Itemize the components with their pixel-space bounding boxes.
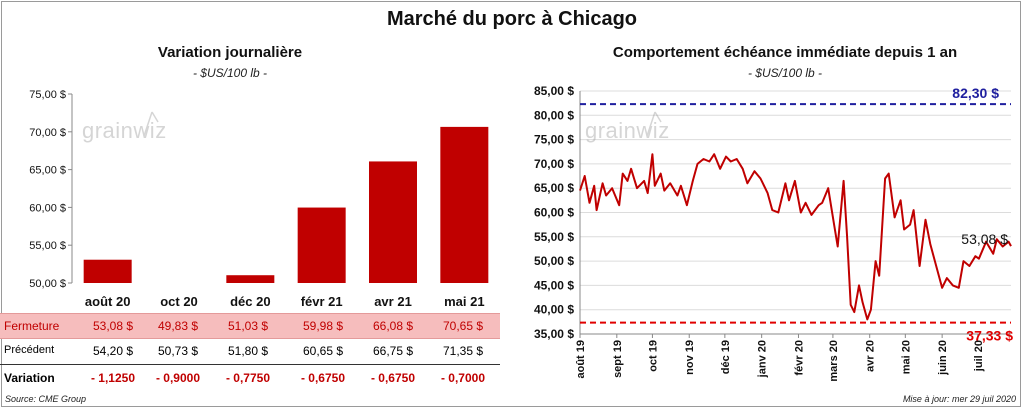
y-tick-label: 45,00 $ — [534, 278, 574, 292]
x-tick-label: oct 20 — [160, 294, 198, 309]
y-tick-label: 70,00 $ — [29, 127, 66, 139]
y-tick-label: 70,00 $ — [534, 157, 574, 171]
y-tick-label: 75,00 $ — [29, 89, 66, 101]
table-cell: - 0,9000 — [155, 371, 201, 385]
table-cell: 60,65 $ — [302, 344, 344, 358]
y-tick-label: 35,00 $ — [534, 327, 574, 341]
bar — [297, 207, 346, 283]
y-tick-label: 65,00 $ — [534, 181, 574, 195]
table-divider — [0, 364, 500, 365]
watermark-text: grainwiz — [82, 118, 167, 143]
y-tick-label: 50,00 $ — [29, 278, 66, 290]
x-tick-label: sept 19 — [612, 340, 624, 378]
x-tick-label: déc 20 — [230, 294, 270, 309]
table-cell: - 0,6750 — [300, 371, 346, 385]
watermark-text: grainwiz — [585, 118, 670, 143]
bar-chart: 50,00 $ 55,00 $ 60,00 $ 65,00 $ 70,00 $ 75,00… — [29, 89, 489, 309]
high-label: 82,30 $ — [952, 85, 999, 101]
table-cell: - 1,1250 — [90, 371, 136, 385]
left-chart-unit: - $US/100 lb - — [192, 66, 268, 80]
y-tick-label: 85,00 $ — [534, 84, 574, 98]
y-tick-label: 80,00 $ — [534, 108, 574, 122]
page-title: Marché du porc à Chicago — [386, 8, 638, 30]
bar — [369, 161, 417, 283]
y-tick-label: 55,00 $ — [29, 240, 66, 252]
update-note: Mise à jour: mer 29 juil 2020 — [902, 394, 1016, 404]
table-cell: 51,03 $ — [227, 319, 269, 333]
x-tick-label: mars 20 — [828, 340, 840, 382]
last-value-label: 53,08 $ — [961, 231, 1008, 247]
source-note: Source: CME Group — [5, 394, 87, 404]
x-tick-label: mai 20 — [900, 340, 912, 374]
table-cell: 70,65 $ — [442, 319, 484, 333]
left-chart-title: Variation journalière — [157, 44, 303, 61]
table-row-fermeture: Fermeture 53,08 $ 49,83 $ 51,03 $ 59,98 … — [0, 313, 500, 339]
y-tick-label: 75,00 $ — [534, 133, 574, 147]
low-label: 37,33 $ — [966, 328, 1013, 344]
bar — [83, 259, 132, 283]
price-line — [579, 153, 1012, 321]
x-tick-label: août 20 — [85, 294, 131, 309]
x-tick-label: févr 21 — [301, 294, 343, 309]
table-cell: 54,20 $ — [92, 344, 134, 358]
table-cell: 50,73 $ — [157, 344, 199, 358]
bar — [226, 275, 275, 283]
y-tick-label: 40,00 $ — [534, 303, 574, 317]
watermark-mark — [143, 111, 159, 137]
x-tick-label: août 19 — [575, 340, 587, 379]
table-row-precedent: Précédent 54,20 $ 50,73 $ 51,80 $ 60,65 … — [0, 339, 500, 363]
y-tick-label: 60,00 $ — [534, 206, 574, 220]
x-tick-label: mai 21 — [444, 294, 484, 309]
row-label: Variation — [4, 371, 55, 385]
x-tick-label: nov 19 — [684, 340, 696, 375]
grainwiz-watermark: grainwiz — [585, 111, 670, 143]
x-tick-label: juil 20 — [973, 340, 985, 372]
row-label: Fermeture — [4, 319, 60, 333]
table-cell: 59,98 $ — [302, 319, 344, 333]
y-tick-label: 50,00 $ — [534, 254, 574, 268]
right-chart-title: Comportement échéance immédiate depuis 1… — [612, 44, 958, 61]
table-cell: 71,35 $ — [442, 344, 484, 358]
table-cell: 49,83 $ — [157, 319, 199, 333]
y-tick-label: 60,00 $ — [29, 202, 66, 214]
table-row-variation: Variation - 1,1250 - 0,9000 - 0,7750 - 0… — [0, 366, 500, 390]
y-tick-label: 55,00 $ — [534, 230, 574, 244]
watermark-mark — [646, 111, 662, 137]
table-cell: - 0,7000 — [440, 371, 486, 385]
x-tick-label: févr 20 — [793, 340, 805, 375]
table-cell: 66,08 $ — [372, 319, 414, 333]
y-tick-label: 65,00 $ — [29, 165, 66, 177]
table-cell: 53,08 $ — [92, 319, 134, 333]
x-tick-label: janv 20 — [757, 340, 769, 378]
table-cell: - 0,7750 — [225, 371, 271, 385]
table-cell: 51,80 $ — [227, 344, 269, 358]
x-tick-label: avr 20 — [865, 340, 877, 372]
right-chart-unit: - $US/100 lb - — [747, 66, 823, 80]
bar — [440, 126, 489, 283]
x-tick-label: oct 19 — [647, 340, 659, 372]
x-tick-label: avr 21 — [374, 294, 412, 309]
grainwiz-watermark: grainwiz — [82, 111, 167, 143]
table-cell: 66,75 $ — [372, 344, 414, 358]
row-label: Précédent — [4, 344, 55, 356]
x-tick-label: juin 20 — [937, 340, 949, 376]
x-tick-label: déc 19 — [720, 340, 732, 374]
table-cell: - 0,6750 — [370, 371, 416, 385]
